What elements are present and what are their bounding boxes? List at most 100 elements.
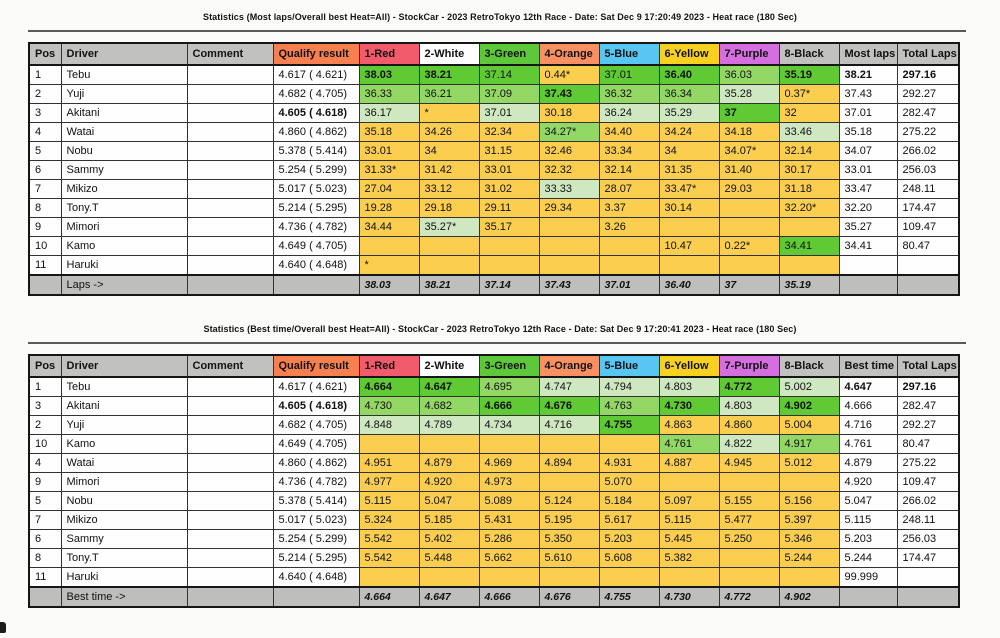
column-header: 3-Green (478, 354, 540, 378)
heat-cell: 29.11 (478, 198, 540, 218)
comment-cell (186, 472, 274, 492)
best-time-cell: 4.666 (838, 396, 898, 416)
table-row: 7 Mikizo 5.017 ( 5.023) 27.04 33.12 31.02 33.3… (28, 179, 960, 199)
heat-cell (718, 567, 780, 588)
heat-cell: 4.761 (658, 434, 720, 454)
best-time-cell: 4.647 (838, 376, 898, 397)
heat-cell: 4.666 (478, 396, 540, 416)
table-row: 5 Nobu 5.378 ( 5.414) 5.115 5.047 5.089 5.124 5… (28, 491, 960, 511)
heat-cell (658, 255, 720, 276)
column-header: 7-Purple (718, 42, 780, 66)
most-laps-cell: 33.47 (838, 179, 898, 199)
heat-cell: 29.18 (418, 198, 480, 218)
heat-cell: 33.34 (598, 141, 660, 161)
heat-cell: 28.07 (598, 179, 660, 199)
heat-cell: 5.350 (538, 529, 600, 549)
best-time-cell: 5.115 (838, 510, 898, 530)
heat-cell: 4.848 (358, 415, 420, 435)
heat-cell: 0.44* (538, 64, 600, 85)
heat-cell: 5.012 (778, 453, 840, 473)
footer-heat-best-cell: 37.01 (598, 274, 660, 296)
heat-cell: 4.772 (718, 376, 780, 397)
heat-cell: 38.03 (358, 64, 420, 85)
divider-line (28, 342, 966, 344)
heat-cell: 34 (658, 141, 720, 161)
column-header: 4-Orange (538, 42, 600, 66)
column-header: 1-Red (358, 42, 420, 66)
driver-cell: Yuji (60, 84, 188, 104)
driver-cell: Tebu (60, 376, 188, 397)
total-laps-cell: 80.47 (896, 236, 960, 256)
pos-cell: 7 (28, 179, 62, 199)
total-laps-cell: 292.27 (896, 84, 960, 104)
heat-cell: 30.17 (778, 160, 840, 180)
heat-cell: 5.286 (478, 529, 540, 549)
heat-cell (598, 255, 660, 276)
heat-cell: 5.610 (538, 548, 600, 568)
heat-cell: 33.01 (358, 141, 420, 161)
column-header: 4-Orange (538, 354, 600, 378)
heat-cell: 32.32 (538, 160, 600, 180)
heat-cell: 31.18 (778, 179, 840, 199)
comment-cell (186, 255, 274, 276)
heat-cell: 35.19 (778, 64, 840, 85)
comment-cell (186, 236, 274, 256)
most-laps-cell: 38.21 (838, 64, 898, 85)
driver-cell: Tony.T (60, 198, 188, 218)
heat-cell: 32.34 (478, 122, 540, 142)
most-laps-cell: 33.01 (838, 160, 898, 180)
footer-label: Laps -> (60, 274, 188, 296)
heat-cell: 4.860 (718, 415, 780, 435)
comment-cell (186, 548, 274, 568)
best-time-cell: 5.244 (838, 548, 898, 568)
qualify-cell: 4.649 ( 4.705) (272, 236, 360, 256)
footer-heat-best-cell: 4.902 (778, 586, 840, 608)
column-header: 8-Black (778, 42, 840, 66)
pos-cell: 4 (28, 122, 62, 142)
pos-cell: 6 (28, 529, 62, 549)
qualify-cell: 4.617 ( 4.621) (272, 376, 360, 397)
total-laps-cell: 174.47 (896, 198, 960, 218)
heat-cell: 31.15 (478, 141, 540, 161)
best-time-cell: 5.047 (838, 491, 898, 511)
comment-cell (186, 434, 274, 454)
heat-cell (538, 255, 600, 276)
heat-cell: 36.33 (358, 84, 420, 104)
most-laps-section: Statistics (Most laps/Overall best Heat=… (0, 11, 1000, 296)
heat-cell: 36.17 (358, 103, 420, 123)
footer-pos-cell (28, 274, 62, 296)
heat-cell: 5.195 (538, 510, 600, 530)
pos-cell: 2 (28, 84, 62, 104)
comment-cell (186, 453, 274, 473)
heat-cell: 4.902 (778, 396, 840, 416)
pos-cell: 9 (28, 217, 62, 237)
header-row: Pos Driver Comment Qualify result 1-Red 2-Whi… (28, 42, 960, 66)
heat-cell: 34.27* (538, 122, 600, 142)
footer-row: Laps -> 38.03 38.21 37.14 37.43 37.01 36.40 37 3… (28, 274, 960, 296)
heat-cell (478, 236, 540, 256)
qualify-cell: 5.017 ( 5.023) (272, 179, 360, 199)
total-laps-cell: 275.22 (896, 122, 960, 142)
pos-cell: 5 (28, 491, 62, 511)
footer-heat-best-cell: 38.21 (418, 274, 480, 296)
heat-cell: 37.01 (598, 64, 660, 85)
heat-cell: 36.34 (658, 84, 720, 104)
heat-cell: 33.01 (478, 160, 540, 180)
column-header: Pos (28, 354, 62, 378)
heat-cell: 4.755 (598, 415, 660, 435)
heat-cell: 19.28 (358, 198, 420, 218)
heat-cell (718, 255, 780, 276)
heat-cell: 4.763 (598, 396, 660, 416)
footer-heat-best-cell: 4.666 (478, 586, 540, 608)
heat-cell: 32.14 (778, 141, 840, 161)
qualify-cell: 4.605 ( 4.618) (272, 396, 360, 416)
heat-cell: 37.09 (478, 84, 540, 104)
heat-cell: 36.32 (598, 84, 660, 104)
heat-cell: 0.37* (778, 84, 840, 104)
heat-cell: 35.29 (658, 103, 720, 123)
heat-cell: 35.18 (358, 122, 420, 142)
most-laps-cell: 34.07 (838, 141, 898, 161)
pos-cell: 9 (28, 472, 62, 492)
comment-cell (186, 122, 274, 142)
qualify-cell: 4.860 ( 4.862) (272, 453, 360, 473)
